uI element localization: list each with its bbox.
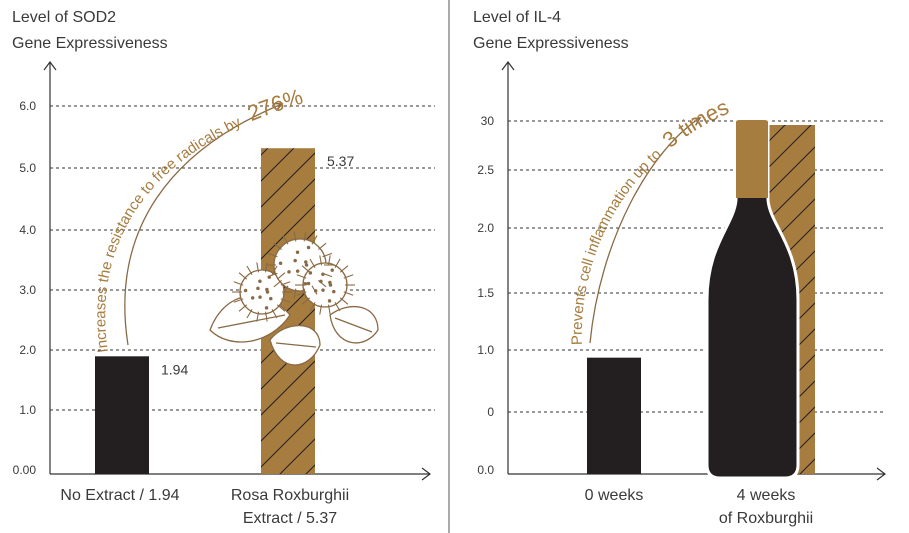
left-y-axis-arrow — [43, 61, 57, 71]
left-ylabel-line2: Gene Expressiveness — [12, 35, 168, 52]
right-ylabel-line1: Level of IL-4 — [473, 9, 561, 26]
left-tick-label: 4.0 — [19, 223, 36, 237]
right-tick-label: 30 — [481, 114, 495, 128]
left-category-1-line2: Extract / 5.37 — [243, 510, 337, 527]
left-value-label-rosa: 5.37 — [327, 153, 354, 169]
right-tick-label: 0 — [487, 405, 494, 419]
left-value-label-no-extract: 1.94 — [161, 361, 188, 377]
left-tick-label: 2.0 — [19, 343, 36, 357]
right-tick-labels: 0.0 0 1.0 1.5 2.0 2.5 30 — [477, 114, 494, 477]
right-annotation-arrow — [589, 118, 700, 344]
right-annotation-highlight: 3 times — [658, 94, 733, 153]
right-category-0-line1: 0 weeks — [585, 487, 644, 504]
right-ylabel-line2: Gene Expressiveness — [473, 35, 629, 52]
right-chart: Level of IL-4 Gene Expressiveness 0.0 0 1.… — [473, 9, 886, 527]
left-annotation-highlight: 276% — [244, 84, 306, 126]
right-tick-label: 1.5 — [477, 286, 494, 300]
right-tick-label: 1.0 — [477, 343, 494, 357]
left-annotation-arrow — [124, 104, 282, 346]
right-annotation-text: Prevents cell inflammation up to — [569, 146, 665, 345]
left-ylabel-line1: Level of SOD2 — [12, 9, 116, 26]
right-category-1-line1: 4 weeks — [737, 487, 796, 504]
left-category-0-line1: No Extract / 1.94 — [60, 487, 179, 504]
right-tick-label: 2.0 — [477, 221, 494, 235]
left-tick-label: 0.00 — [13, 463, 37, 477]
left-bar-no-extract — [95, 356, 149, 474]
rosa-roxburghii-fruit-illustration — [209, 231, 379, 366]
left-tick-label: 6.0 — [19, 99, 36, 113]
left-chart: Level of SOD2 Gene Expressiveness 0.00 1.… — [12, 9, 435, 527]
right-x-axis-arrow — [876, 467, 886, 481]
right-bar-0-weeks — [587, 357, 641, 474]
left-x-axis-arrow — [421, 467, 431, 481]
left-tick-label: 1.0 — [19, 403, 36, 417]
right-tick-label: 0.0 — [477, 463, 494, 477]
bottle-illustration — [705, 118, 800, 480]
right-y-axis-arrow — [501, 61, 515, 71]
right-tick-label: 2.5 — [477, 163, 494, 177]
left-tick-label: 5.0 — [19, 161, 36, 175]
right-category-1-line2: of Roxburghii — [719, 510, 813, 527]
left-tick-labels: 0.00 1.0 2.0 3.0 4.0 5.0 6.0 — [13, 99, 37, 477]
left-tick-label: 3.0 — [19, 283, 36, 297]
left-category-1-line1: Rosa Roxburghii — [231, 487, 349, 504]
right-gridlines — [508, 120, 885, 413]
